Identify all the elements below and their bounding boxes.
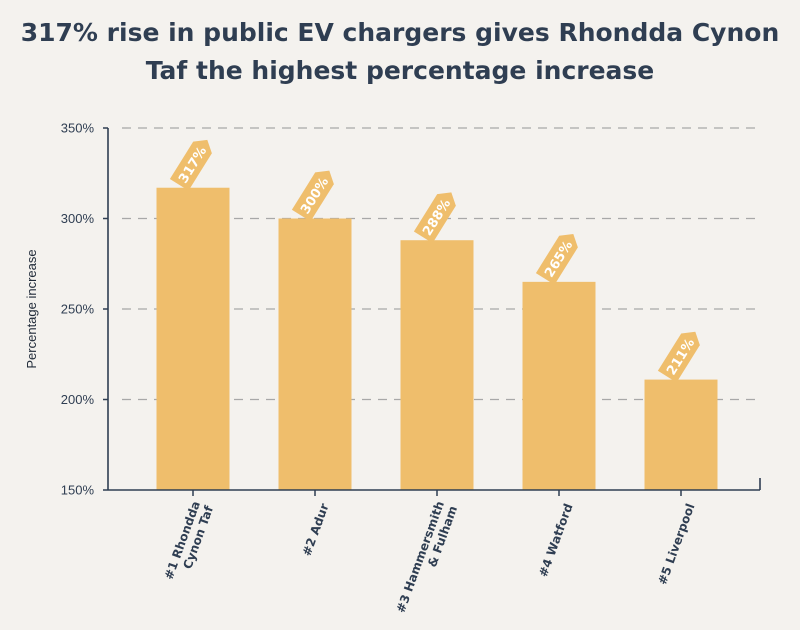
x-tick-label: #2 Adur <box>300 502 332 558</box>
bar <box>278 218 352 490</box>
bar <box>522 281 596 490</box>
chart-title: 317% rise in public EV chargers gives Rh… <box>0 14 800 90</box>
x-tick-label-line: #4 Watford <box>536 502 576 579</box>
axes <box>103 127 761 496</box>
y-tick-label: 300% <box>61 211 95 226</box>
y-tick-label: 150% <box>61 483 95 498</box>
data-label-tag: 317% <box>169 139 212 191</box>
x-tick-label-line: #5 Liverpool <box>655 502 697 587</box>
bars <box>156 187 718 491</box>
x-tick-label: #3 Hammersmith& Fulham <box>394 499 461 615</box>
data-label-tag: 288% <box>413 192 456 244</box>
chart-title-line-2: Taf the highest percentage increase <box>145 56 655 85</box>
data-label-tag: 211% <box>657 331 700 383</box>
bar <box>400 240 474 490</box>
bar <box>156 187 230 491</box>
bar <box>644 379 718 490</box>
y-tick-label: 250% <box>61 302 95 317</box>
tag-shape <box>291 170 334 222</box>
x-tick-label: #4 Watford <box>536 502 576 579</box>
tag-shape <box>413 192 456 244</box>
data-label-tag: 265% <box>535 233 578 285</box>
y-tick-label: 350% <box>61 121 95 136</box>
tag-shape <box>169 139 212 191</box>
tag-shape <box>657 331 700 383</box>
tag-shape <box>535 233 578 285</box>
y-tick-label: 200% <box>61 392 95 407</box>
x-tick-label: #5 Liverpool <box>655 502 697 587</box>
data-label-tag: 300% <box>291 170 334 222</box>
chart-title-line-1: 317% rise in public EV chargers gives Rh… <box>20 18 780 47</box>
x-tick-label-line: #2 Adur <box>300 502 332 558</box>
y-axis-label: Percentage increase <box>24 249 39 368</box>
